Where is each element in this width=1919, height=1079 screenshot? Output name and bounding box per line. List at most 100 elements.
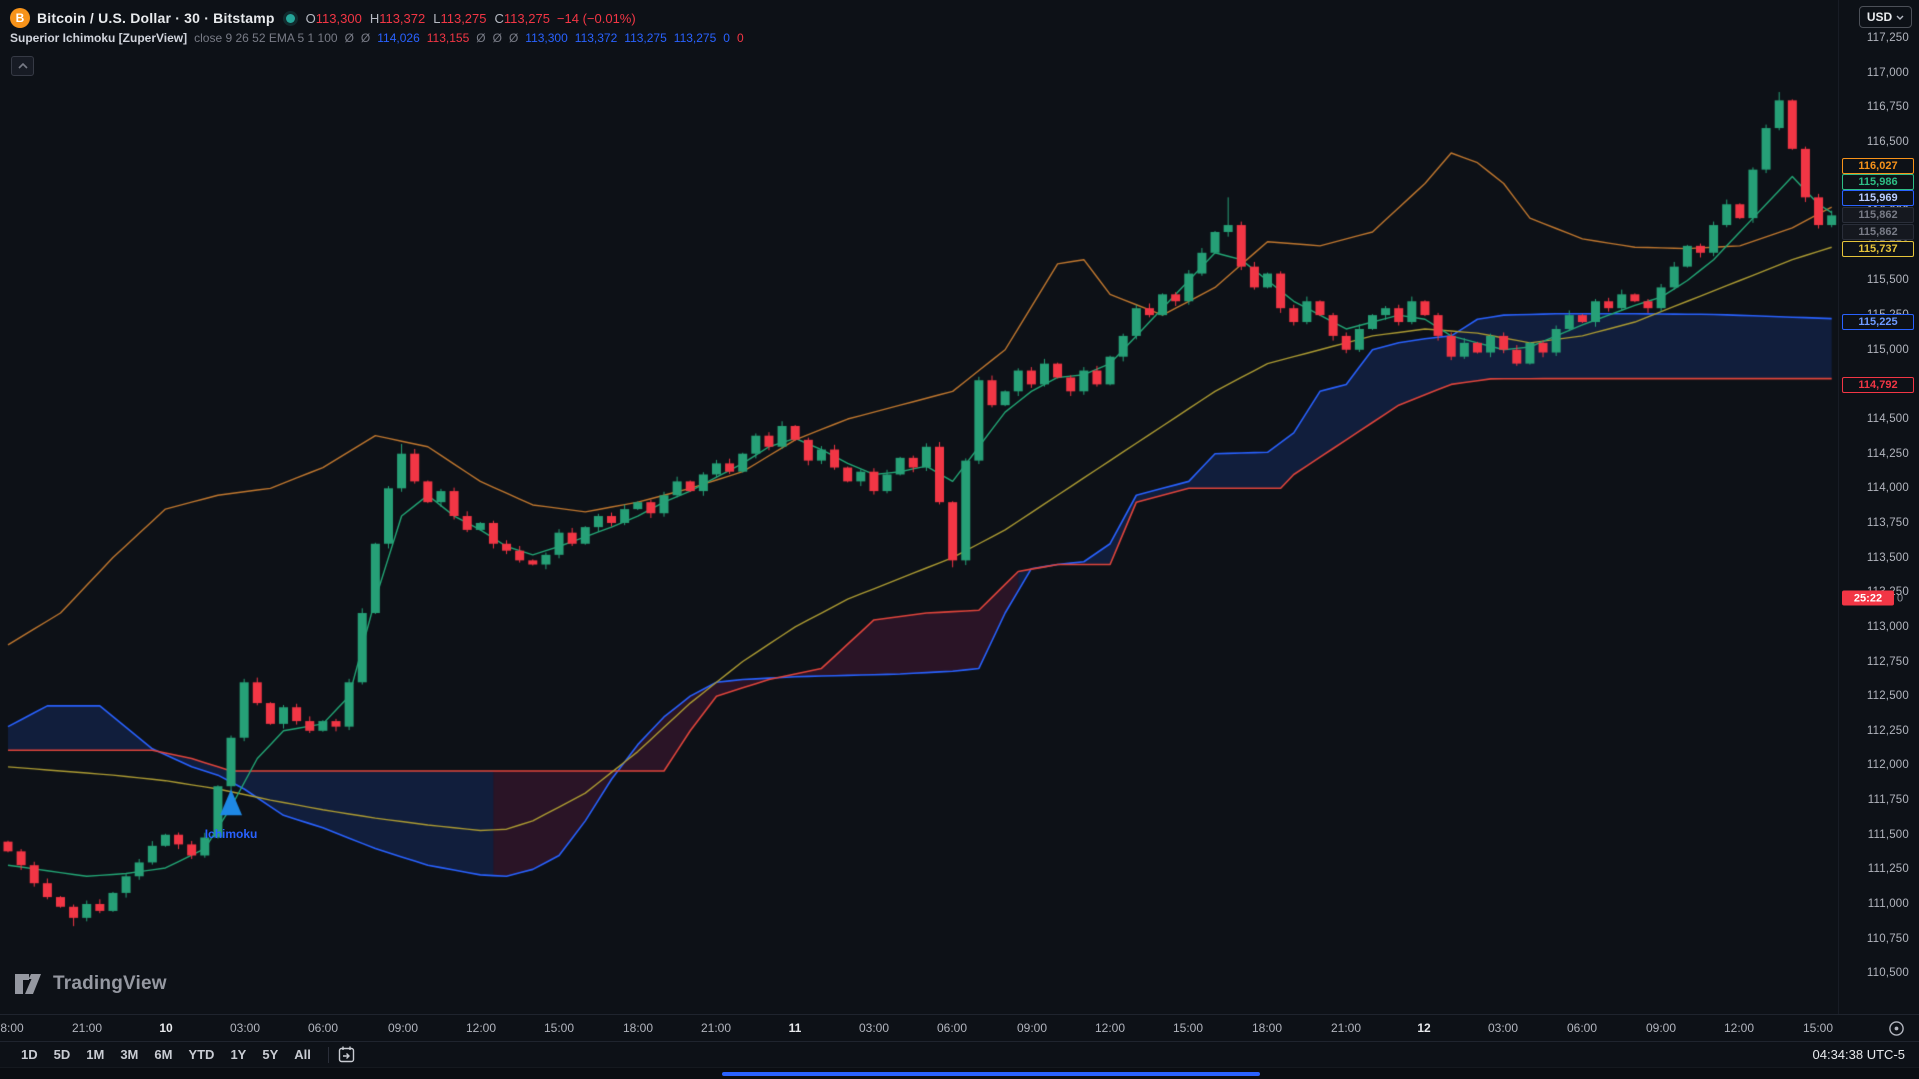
time-tick-label: 18:00 xyxy=(1251,1021,1283,1035)
price-tick-label: 117,250 xyxy=(1866,32,1909,44)
indicator-value: 0 xyxy=(736,31,744,45)
price-tag: 115,862 xyxy=(1842,224,1914,240)
price-tick-label: 111,750 xyxy=(1867,794,1909,807)
ohlc-item: H113,372 xyxy=(369,10,426,26)
price-tick-label: 114,000 xyxy=(1866,482,1909,495)
time-tick-label: 12:00 xyxy=(1723,1021,1755,1035)
indicator-value: Ø xyxy=(492,31,502,45)
price-tag: 114,792 xyxy=(1842,377,1914,393)
price-tag: 115,986 xyxy=(1842,174,1914,190)
time-tick-label: 12:00 xyxy=(1094,1021,1126,1035)
price-tick-label: 112,250 xyxy=(1866,724,1909,737)
time-tick-label: 12:00 xyxy=(465,1021,497,1035)
price-tick-label: 112,500 xyxy=(1866,690,1909,703)
tradingview-brand-text: TradingView xyxy=(53,973,167,994)
price-axis[interactable]: 117,250117,000116,750116,500116,250116,0… xyxy=(1838,0,1919,1014)
range-button-1m[interactable]: 1M xyxy=(86,1047,105,1062)
range-button-3m[interactable]: 3M xyxy=(120,1047,139,1062)
price-tick-label: 114,500 xyxy=(1866,413,1909,426)
time-tick-label: 15:00 xyxy=(1802,1021,1834,1035)
currency-selector[interactable]: USD xyxy=(1859,6,1912,28)
range-button-1y[interactable]: 1Y xyxy=(230,1047,247,1062)
time-tick-label: 21:00 xyxy=(1330,1021,1362,1035)
time-tick-label: 21:00 xyxy=(700,1021,732,1035)
time-tick-label: 12 xyxy=(1417,1021,1431,1035)
ohlc-item: C113,275 xyxy=(494,10,550,26)
symbol-legend: B Bitcoin / U.S. Dollar · 30 · Bitstamp … xyxy=(10,7,636,29)
price-tick-label: 111,250 xyxy=(1867,863,1909,876)
price-tag: 116,027 xyxy=(1842,158,1914,174)
indicator-legend: Superior Ichimoku [ZuperView] close 9 26… xyxy=(10,30,744,46)
range-button-6m[interactable]: 6M xyxy=(154,1047,173,1062)
tradingview-logo[interactable]: TradingView xyxy=(14,972,167,996)
range-buttons: 1D 5D 1M 3M 6M YTD 1Y 5Y All xyxy=(14,1045,320,1064)
range-button-5d[interactable]: 5D xyxy=(53,1047,71,1062)
price-tick-label: 112,000 xyxy=(1866,759,1909,772)
price-tick-label: 112,750 xyxy=(1866,655,1909,668)
time-tick-label: 03:00 xyxy=(229,1021,261,1035)
time-tick-label: 03:00 xyxy=(858,1021,890,1035)
ichimoku-marker-label: Ichimoku xyxy=(204,827,258,842)
time-tick-label: 09:00 xyxy=(387,1021,419,1035)
symbol-title[interactable]: Bitcoin / U.S. Dollar · 30 · Bitstamp xyxy=(37,10,275,26)
time-axis-settings-icon[interactable] xyxy=(1888,1020,1905,1037)
time-axis[interactable]: 8:00 21:00 10 03:00 06:00 09:00 12:00 15:00 18:0… xyxy=(0,1014,1919,1041)
bar-countdown: 25:22 0 xyxy=(1842,590,1903,606)
change-value: −14 (−0.01%) xyxy=(556,10,636,26)
price-tick-label: 116,750 xyxy=(1866,101,1909,114)
price-tick-label: 113,000 xyxy=(1866,620,1909,633)
price-tick-label: 110,500 xyxy=(1866,967,1909,980)
tradingview-mark-icon xyxy=(15,974,41,994)
market-status-icon[interactable] xyxy=(285,13,295,23)
chevron-up-icon xyxy=(17,63,28,69)
range-button-5y[interactable]: 5Y xyxy=(262,1047,279,1062)
indicator-value: Ø xyxy=(344,31,354,45)
currency-label: USD xyxy=(1866,10,1893,24)
price-tick-label: 114,250 xyxy=(1866,447,1909,460)
indicator-value: 113,300 xyxy=(525,31,568,45)
time-tick-label: 11 xyxy=(788,1021,802,1035)
ohlc-values: O113,300 H113,372 L113,275 C113,275 xyxy=(306,11,550,26)
clock-timezone[interactable]: 04:34:38 UTC-5 xyxy=(1812,1047,1906,1062)
indicator-value: Ø xyxy=(360,31,371,45)
time-tick-label: 03:00 xyxy=(1487,1021,1519,1035)
collapse-legend-button[interactable] xyxy=(11,56,34,76)
indicator-value: 113,275 xyxy=(673,31,717,45)
price-tag: 115,225 xyxy=(1842,314,1914,330)
time-tick-label: 15:00 xyxy=(1172,1021,1204,1035)
price-tag: 115,737 xyxy=(1842,241,1914,257)
price-tick-label: 113,750 xyxy=(1866,516,1909,529)
indicator-name[interactable]: Superior Ichimoku [ZuperView] xyxy=(10,31,188,45)
indicator-value: 113,372 xyxy=(574,31,618,45)
bottom-toolbar: 1D 5D 1M 3M 6M YTD 1Y 5Y All 04:34:38 UTC-5 xyxy=(0,1041,1919,1067)
range-button-1d[interactable]: 1D xyxy=(21,1047,38,1062)
ohlc-item: O113,300 xyxy=(305,10,362,26)
indicator-value: 113,275 xyxy=(624,31,667,45)
calendar-icon xyxy=(338,1046,355,1063)
indicator-value: 0 xyxy=(723,31,730,45)
price-tick-label: 115,000 xyxy=(1866,343,1909,356)
time-tick-label: 21:00 xyxy=(71,1021,103,1035)
horizontal-scrollbar-thumb[interactable] xyxy=(722,1072,1260,1076)
indicator-value: Ø xyxy=(476,31,486,45)
time-tick-label: 09:00 xyxy=(1016,1021,1048,1035)
time-tick-label: 15:00 xyxy=(543,1021,575,1035)
price-chart-canvas[interactable] xyxy=(0,0,1838,1014)
price-tick-label: 117,000 xyxy=(1866,66,1909,79)
time-tick-label: 09:00 xyxy=(1645,1021,1677,1035)
go-to-date-button[interactable] xyxy=(337,1045,356,1064)
indicator-value: Ø xyxy=(508,31,519,45)
chevron-down-icon xyxy=(1896,15,1904,20)
price-tick-label: 111,000 xyxy=(1867,898,1909,910)
range-button-all[interactable]: All xyxy=(294,1047,311,1062)
range-button-ytd[interactable]: YTD xyxy=(188,1047,215,1062)
time-tick-label: 18:00 xyxy=(622,1021,654,1035)
time-tick-label: 06:00 xyxy=(936,1021,968,1035)
price-tick-label: 116,500 xyxy=(1866,135,1909,148)
indicator-values: Ø Ø 114,026 113,155 Ø Ø Ø 113,300 113,372 113,275… xyxy=(345,31,744,45)
time-tick-label: 10 xyxy=(159,1021,173,1035)
indicator-value: 114,026 xyxy=(377,31,420,45)
time-tick-label: 8:00 xyxy=(0,1021,24,1035)
toolbar-divider xyxy=(327,1046,329,1063)
